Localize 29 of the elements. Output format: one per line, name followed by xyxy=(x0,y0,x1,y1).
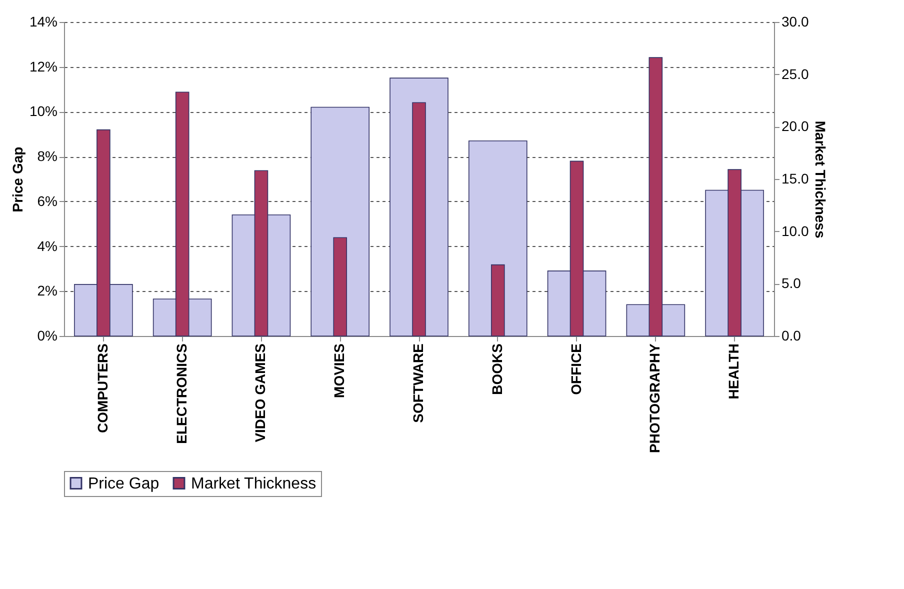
x-tick-label: OFFICE xyxy=(568,344,584,395)
x-tick-label: PHOTOGRAPHY xyxy=(646,342,663,453)
x-tick-label: VIDEO GAMES xyxy=(252,344,268,442)
x-tick-label: COMPUTERS xyxy=(94,344,110,433)
y-tick-label: 6% xyxy=(37,192,58,209)
y-tick-label: 4% xyxy=(37,238,58,254)
y2-tick-label: 0.0 xyxy=(782,328,802,344)
x-tick-label: SOFTWARE xyxy=(410,344,426,423)
legend-label: Market Thickness xyxy=(191,475,316,492)
bar xyxy=(468,140,528,336)
y-tick-label: 12% xyxy=(29,58,58,74)
y-tick-label: 10% xyxy=(29,103,58,120)
y2-tick-label: 20.0 xyxy=(782,118,809,134)
y-axis-title: Price Gap xyxy=(9,146,26,212)
y-tick-label: 0% xyxy=(37,328,58,344)
y2-tick-label: 30.0 xyxy=(782,14,809,30)
x-tick-label: MOVIES xyxy=(331,344,348,398)
y2-tick-label: 10.0 xyxy=(782,222,809,239)
y2-tick-label: 25.0 xyxy=(782,66,809,82)
y2-tick-label: 15.0 xyxy=(782,170,809,186)
y-tick-label: 2% xyxy=(37,282,58,299)
legend-label: Price Gap xyxy=(88,475,160,492)
x-tick-label: HEALTH xyxy=(726,344,742,400)
y-tick-label: 14% xyxy=(29,14,58,30)
x-tick-label: ELECTRONICS xyxy=(173,344,190,444)
x-tick-label: BOOKS xyxy=(488,344,505,395)
y2-axis-title: Market Thickness xyxy=(812,120,829,238)
y2-tick-label: 5.0 xyxy=(782,275,802,292)
y-tick-label: 8% xyxy=(37,148,58,164)
